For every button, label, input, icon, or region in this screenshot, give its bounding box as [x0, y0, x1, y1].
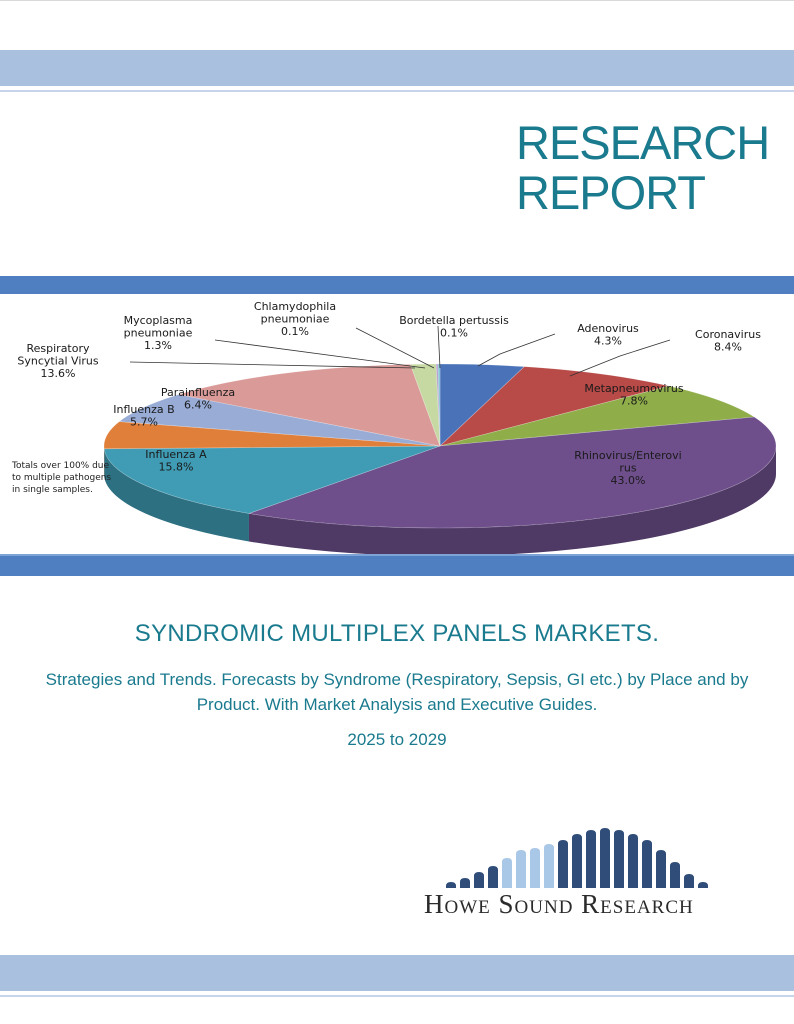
pie-label-line: 0.1% — [440, 327, 468, 340]
pie-label-line: 43.0% — [611, 474, 646, 487]
pie-slice-coronavirus — [439, 366, 669, 447]
logo-bar — [684, 874, 694, 888]
pie-label-chlamydophila: Chlamydophila pneumoniae 0.1% — [254, 300, 336, 338]
logo-bar — [488, 866, 498, 888]
pie-label-rhinovirus: Rhinovirus/Enterovi rus 43.0% — [574, 449, 681, 487]
top-band — [0, 50, 794, 86]
forecast-years: 2025 to 2029 — [347, 730, 447, 749]
document-subtitle: Strategies and Trends. Forecasts by Synd… — [45, 670, 749, 714]
pie-slice-respiratory-syncytial-virus — [178, 364, 441, 447]
pie-label-influenzaa: Influenza A 15.8% — [145, 448, 207, 474]
logo-bar — [656, 850, 666, 888]
pie-label-line: Influenza A — [145, 448, 207, 461]
pie-label-line: rus — [619, 462, 636, 475]
bottom-rule — [0, 995, 794, 997]
pie-chart-svg: Bordetella pertussis 0.1%Chlamydophila pne… — [17, 300, 777, 554]
pie-slice-mycoplasma-pneumoniae — [409, 363, 441, 447]
document-title: SYNDROMIC MULTIPLEX PANELS MARKETS. — [134, 620, 660, 647]
report-title-line2: REPORT — [516, 166, 706, 219]
pie-label-parainfluenza: Parainfluenza 6.4% — [161, 386, 235, 412]
pie-label-line: 6.4% — [184, 399, 212, 412]
pie-label-adenovirus: Adenovirus 4.3% — [577, 322, 639, 348]
pie-label-coronavirus: Coronavirus 8.4% — [695, 328, 761, 354]
pie-label-line: 13.6% — [41, 367, 76, 380]
publisher-name: Howe Sound Research — [424, 889, 694, 919]
logo-bar — [642, 840, 652, 888]
pie-label-line: 1.3% — [144, 339, 172, 352]
chart-footnote: Totals over 100% due to multiple pathoge… — [12, 461, 112, 495]
pie-leader-line — [569, 339, 671, 377]
pie-label-line: Influenza B — [113, 403, 174, 416]
logo-bar — [586, 830, 596, 888]
logo-bar — [516, 850, 526, 888]
top-rule — [0, 90, 794, 92]
pie-side-rhinovirus-enterovirus — [248, 446, 776, 554]
logo-bar — [544, 844, 554, 888]
pie-label-line: Respiratory — [26, 342, 90, 355]
logo-bar — [572, 834, 582, 888]
logo-bar — [698, 882, 708, 888]
pie-label-line: Mycoplasma — [124, 314, 193, 327]
pie-label-bordetella: Bordetella pertussis 0.1% — [399, 314, 509, 340]
pie-label-line: 8.4% — [714, 341, 742, 354]
pie-label-line: Coronavirus — [695, 328, 761, 341]
pie-side-influenza-a — [104, 448, 249, 542]
logo-bar — [530, 848, 540, 888]
pie-label-mycoplasma: Mycoplasma pneumoniae 1.3% — [124, 314, 193, 352]
logo-bar — [502, 858, 512, 888]
pie-label-rsv: Respiratory Syncytial Virus 13.6% — [17, 342, 99, 380]
pie-label-line: 5.7% — [130, 416, 158, 429]
logo-bar — [628, 834, 638, 888]
bottom-band — [0, 955, 794, 991]
logo-bar — [558, 840, 568, 888]
pie-leader-line — [355, 327, 435, 369]
pie-slice-metapneumovirus — [439, 385, 756, 447]
howe-sound-logo-icon — [446, 828, 708, 888]
report-title: RESEARCH REPORT — [516, 118, 786, 218]
pie-label-line: 7.8% — [620, 395, 648, 408]
pie-label-metapneumovirus: Metapneumovirus 7.8% — [584, 382, 684, 408]
pie-chart: Bordetella pertussis 0.1% Chlamydophila pne… — [0, 296, 790, 554]
pie-slice-chlamydophila-pneumoniae — [435, 363, 441, 447]
pie-label-line: pneumoniae — [124, 327, 193, 340]
logo-bar — [600, 828, 610, 888]
top-hairline — [0, 0, 794, 1]
pie-side-walls — [104, 446, 776, 554]
pie-slice-influenza-a — [103, 445, 441, 514]
pie-leader-line — [214, 339, 426, 369]
pie-leader-line — [437, 325, 441, 369]
pie-leader-line — [129, 361, 416, 369]
logo-bar — [446, 882, 456, 888]
pie-label-influenzab: Influenza B 5.7% — [113, 403, 174, 429]
pie-label-line: 0.1% — [281, 325, 309, 338]
chart-bottom-band — [0, 554, 794, 576]
logo-bar — [474, 872, 484, 888]
pie-label-line: Adenovirus — [577, 322, 639, 335]
pie-slice-rhinovirus-enterovirus — [247, 416, 777, 529]
chart-top-band — [0, 276, 794, 294]
logo-bar — [614, 830, 624, 888]
pie-label-line: Syncytial Virus — [17, 355, 99, 368]
pie-slice-influenza-b — [103, 421, 441, 450]
pie-label-line: Bordetella pertussis — [399, 314, 509, 327]
pie-label-line: 4.3% — [594, 335, 622, 348]
pie-label-line: Parainfluenza — [161, 386, 235, 399]
logo-bar — [460, 878, 470, 888]
pie-label-line: pneumoniae — [261, 313, 330, 326]
logo-bar — [670, 862, 680, 888]
pie-label-line: Chlamydophila — [254, 300, 336, 313]
pie-label-line: Rhinovirus/Enterovi — [574, 449, 681, 462]
pie-leader-line — [477, 333, 556, 367]
report-title-line1: RESEARCH — [516, 116, 770, 169]
pie-label-line: 15.8% — [159, 461, 194, 474]
pie-label-line: Metapneumovirus — [584, 382, 684, 395]
pie-slice-parainfluenza — [118, 394, 441, 447]
